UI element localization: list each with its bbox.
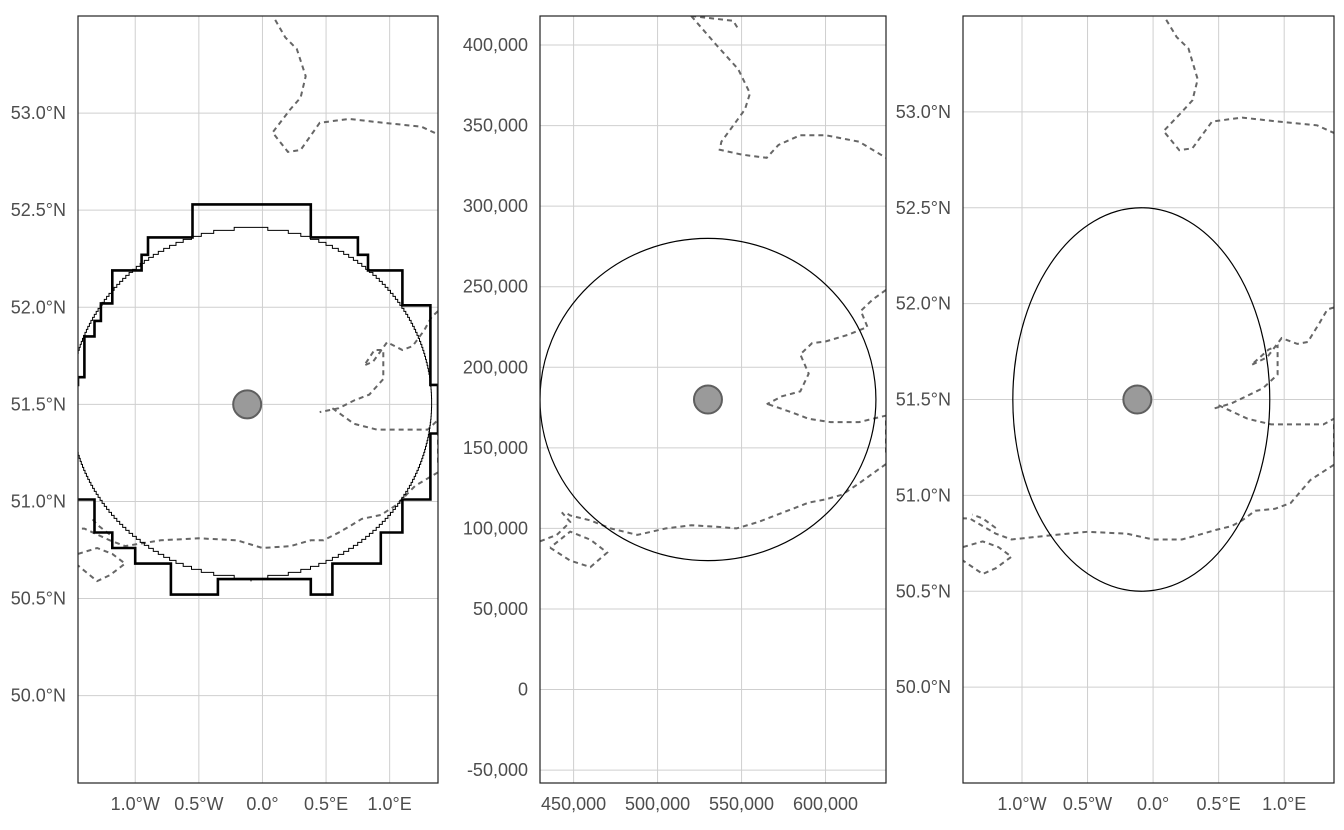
coastline: [963, 463, 1334, 541]
y-tick-label: 52.5°N: [896, 198, 951, 218]
panel-frame: [77, 15, 439, 784]
center-point: [1122, 384, 1153, 415]
coastline: [691, 16, 740, 30]
coastline: [540, 511, 572, 543]
x-tick-label: 1.0°E: [368, 794, 412, 814]
buffer-circle: [78, 226, 433, 582]
coastline: [271, 19, 438, 153]
x-tick-label: 1.0°W: [111, 794, 160, 814]
coastline: [78, 471, 438, 550]
coastline: [89, 516, 111, 536]
map-content: [963, 19, 1334, 592]
coastline: [78, 546, 127, 583]
x-tick-label: 500,000: [625, 794, 690, 814]
x-tick-label: 0.0°: [246, 794, 278, 814]
y-tick-label: 53.0°N: [896, 102, 951, 122]
map-content: [78, 19, 438, 596]
x-tick-label: 0.5°E: [1197, 794, 1241, 814]
x-tick-label: 0.5°E: [304, 794, 348, 814]
y-tick-label: 51.0°N: [11, 491, 66, 511]
coastline: [768, 403, 886, 456]
x-tick-label: 450,000: [541, 794, 606, 814]
y-tick-label: 400,000: [463, 35, 528, 55]
x-tick-label: 0.5°W: [1063, 794, 1112, 814]
panel-frame: [539, 15, 887, 784]
x-tick-label: 1.0°E: [1262, 794, 1306, 814]
coastline: [319, 310, 438, 414]
x-tick-label: 0.0°: [1137, 794, 1169, 814]
gridlines: [78, 16, 438, 783]
coastline: [1211, 306, 1334, 411]
y-tick-label: 200,000: [463, 357, 528, 377]
y-tick-label: 51.5°N: [11, 394, 66, 414]
y-tick-label: 50.0°N: [11, 686, 66, 706]
y-tick-label: 51.0°N: [896, 485, 951, 505]
coastline: [549, 530, 609, 569]
y-tick-label: 50.0°N: [896, 677, 951, 697]
y-tick-label: 350,000: [463, 116, 528, 136]
x-tick-label: 1.0°W: [997, 794, 1046, 814]
y-tick-label: 53.0°N: [11, 103, 66, 123]
buffer-circle: [540, 237, 877, 562]
y-tick-label: 52.0°N: [11, 297, 66, 317]
panel-3: 1.0°W 0.5°W 0.0° 0.5°E 1.0°E 50.0°N 50.5°N 51.0…: [896, 15, 1335, 814]
y-tick-label: 50.5°N: [896, 581, 951, 601]
panel-frame: [962, 15, 1335, 784]
gridlines: [963, 16, 1334, 783]
coastline: [963, 540, 1014, 576]
y-tick-label: 52.0°N: [896, 294, 951, 314]
y-tick-label: 100,000: [463, 518, 528, 538]
coastline: [1218, 404, 1334, 457]
coastline: [690, 16, 886, 159]
y-tick-label: 150,000: [463, 438, 528, 458]
map-content: [540, 16, 886, 569]
center-point: [232, 389, 263, 420]
x-tick-label: 0.5°W: [174, 794, 223, 814]
y-tick-label: 250,000: [463, 277, 528, 297]
y-tick-label: 52.5°N: [11, 200, 66, 220]
y-tick-label: 0: [518, 680, 528, 700]
panel-1: 1.0°W 0.5°W 0.0° 0.5°E 1.0°E 50.0°N 50.5°N 51.0…: [11, 15, 439, 814]
x-tick-label: 550,000: [709, 794, 774, 814]
coastline: [1162, 19, 1334, 152]
coastline: [331, 407, 438, 463]
coastline: [766, 289, 886, 406]
center-point: [692, 384, 723, 415]
panel-2: 450,000 500,000 550,000 600,000 -50,000 0 50,0…: [463, 15, 887, 814]
y-tick-label: 51.5°N: [896, 390, 951, 410]
y-tick-label: 300,000: [463, 196, 528, 216]
buffer-circle: [1012, 207, 1271, 592]
coarse-raster-outline: [78, 203, 438, 596]
y-tick-label: 50,000: [473, 599, 528, 619]
y-tick-label: 50.5°N: [11, 589, 66, 609]
y-tick-label: -50,000: [467, 760, 528, 780]
x-tick-label: 600,000: [793, 794, 858, 814]
